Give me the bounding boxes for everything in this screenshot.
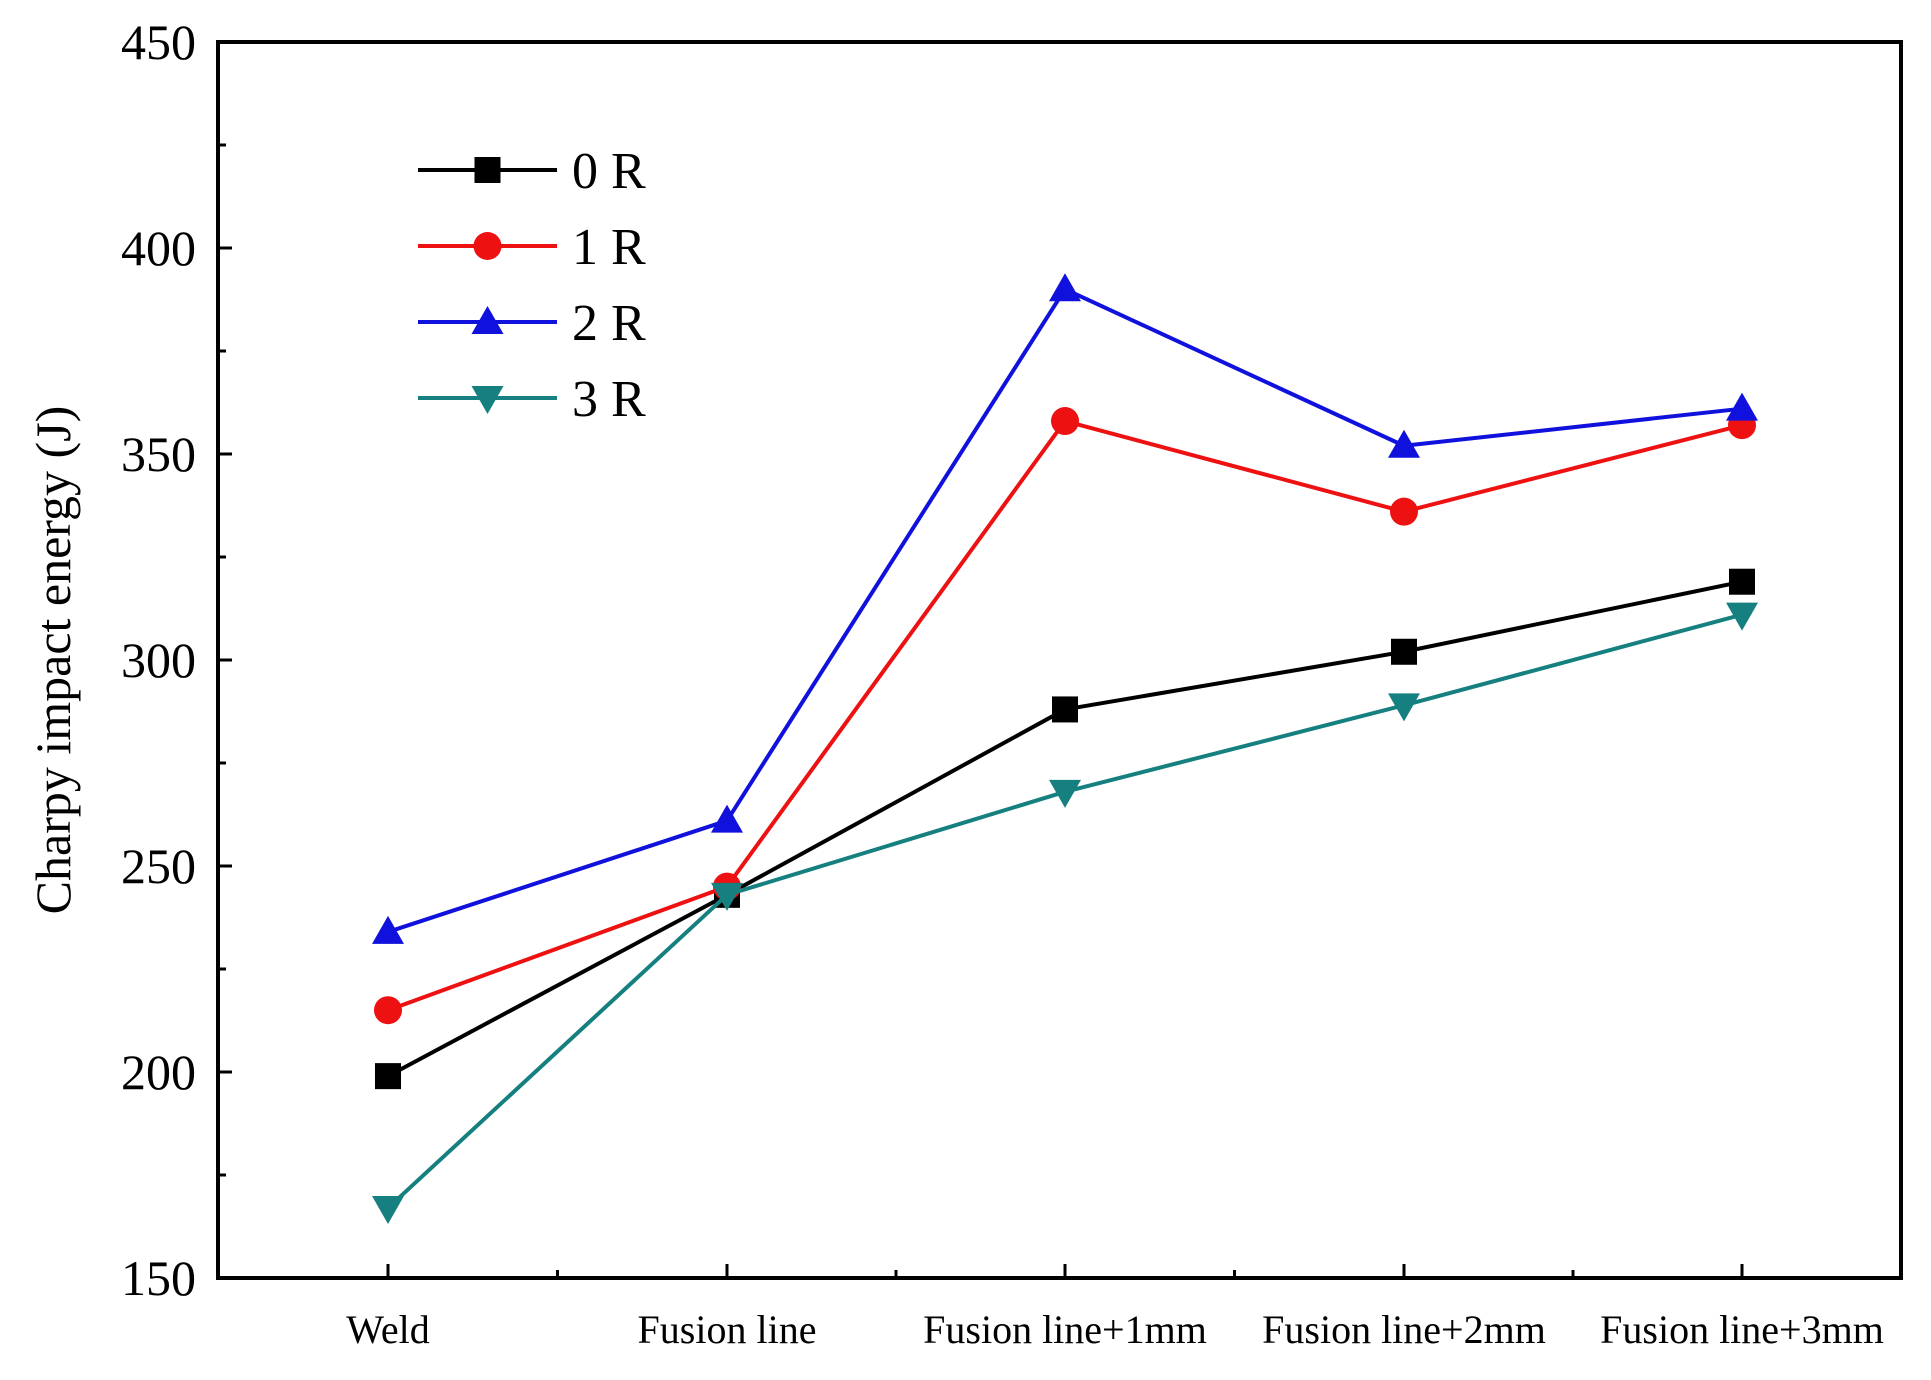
x-category-label: Fusion line [638,1307,817,1352]
y-tick-label: 250 [121,838,196,894]
legend-label: 0 R [572,143,646,200]
x-category-label: Weld [346,1307,429,1352]
data-point [1388,693,1420,722]
data-point [374,996,402,1025]
y-tick-label: 400 [121,220,196,276]
legend-marker [474,157,501,183]
legend-label: 3 R [572,371,646,428]
legend-label: 2 R [572,295,646,352]
y-tick-label: 300 [121,632,196,688]
data-point [711,882,743,911]
series-2-r [372,273,1758,944]
legend-entry: 3 R [418,371,646,428]
y-tick-label: 450 [121,14,196,70]
data-point [1049,779,1081,808]
data-point [1051,407,1079,436]
y-axis-title: Charpy impact energy (J) [25,406,81,915]
legend-marker [471,306,504,334]
plot-frame [216,40,1903,1280]
data-point [1388,429,1420,458]
legend-entry: 0 R [418,143,646,200]
y-tick-label: 150 [121,1250,196,1306]
legend-entry: 2 R [418,295,646,352]
data-point [1052,696,1078,723]
x-category-label: Fusion line+2mm [1262,1307,1546,1352]
series-3-r [372,602,1758,1224]
data-point [1729,568,1755,595]
data-point [711,804,743,833]
x-category-label: Fusion line+3mm [1600,1307,1884,1352]
data-point [1726,392,1758,421]
series-line [387,579,1743,1078]
data-point [1390,497,1418,526]
y-tick-label: 200 [121,1044,196,1100]
data-point [1726,602,1758,631]
data-point [1049,273,1081,302]
x-category-label: Fusion line+1mm [923,1307,1207,1352]
y-tick-label: 350 [121,426,196,482]
legend-marker [473,232,502,260]
data-point [372,1195,404,1224]
data-point [375,1063,401,1090]
legend-entry: 1 R [418,219,646,276]
series-0-r [375,568,1755,1090]
legend-marker [471,386,504,414]
legend-label: 1 R [572,219,646,276]
data-point [1391,638,1417,665]
data-point [372,915,404,944]
